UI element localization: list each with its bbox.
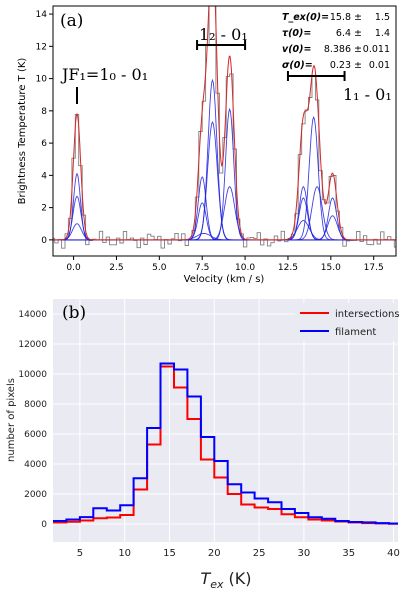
- fit-parameters: T_ex(0)= 15.8 ± 1.5 τ(0)= 6.4 ± 1.4 v(0)…: [282, 12, 390, 71]
- legend-label-filament: filament: [335, 327, 376, 338]
- panel-a-ticks: 0.0 2.5 5.0 7.5 10.0 12.5 15.0 17.5 0 2 4 6 8 10 12 14: [36, 10, 384, 273]
- x-tick-label: 5.0: [152, 263, 167, 273]
- panel-a-label: (a): [60, 11, 83, 31]
- fit-param-value: 6.4 ±: [336, 28, 362, 39]
- y-tick-label: 6000: [24, 430, 47, 440]
- panel-b-legend: intersections filament: [295, 303, 400, 341]
- panel-a-ylabel: Brightness Temperature T (K): [17, 58, 28, 205]
- fit-param-error: 1.5: [375, 12, 390, 23]
- panel-b-histograms: [53, 362, 398, 525]
- observed-spectrum: [53, 6, 396, 249]
- x-tick-label: 0.0: [66, 263, 81, 273]
- x-tick-label: 40: [387, 548, 400, 559]
- y-tick-label: 2: [41, 204, 47, 214]
- y-tick-label: 0: [41, 236, 47, 246]
- y-tick-label: 2000: [24, 490, 47, 500]
- x-tick-label: 15.0: [321, 263, 341, 273]
- x-tick-label: 5: [77, 548, 83, 559]
- y-tick-label: 12000: [18, 340, 47, 350]
- hyperfine-brackets: [76, 40, 346, 104]
- x-tick-label: 20: [208, 548, 221, 559]
- y-tick-label: 10000: [18, 370, 47, 380]
- x-tick-label: 12.5: [278, 263, 298, 273]
- fit-param-name: σ(0)=: [282, 60, 313, 71]
- panel-a-frame: [52, 5, 397, 257]
- panel-b-ylabel: number of pixels: [6, 378, 17, 462]
- y-tick-label: 10: [36, 75, 48, 85]
- panel-b-label: (b): [62, 303, 86, 323]
- legend-box: [295, 303, 394, 341]
- y-tick-label: 8000: [24, 400, 47, 410]
- y-tick-label: 8: [41, 107, 47, 117]
- panel-a: 0.0 2.5 5.0 7.5 10.0 12.5 15.0 17.502468101214 …: [17, 5, 397, 285]
- x-tick-label: 30: [298, 548, 311, 559]
- y-tick-label: 14: [36, 10, 48, 20]
- y-tick-label: 6: [41, 139, 47, 149]
- fit-param-value: 15.8 ±: [330, 12, 362, 23]
- fit-param-name: T_ex(0)=: [282, 12, 329, 23]
- x-tick-label: 35: [342, 548, 355, 559]
- y-tick-label: 0: [41, 520, 47, 530]
- x-tick-label: 7.5: [195, 263, 209, 273]
- panel-a-xlabel: Velocity (km / s): [184, 274, 265, 285]
- legend-label-intersections: intersections: [335, 309, 400, 320]
- y-tick-label: 4000: [24, 460, 47, 470]
- panel-b: 5 10 15 20 25 30 35 40 0 2000 4000 6000 8000 10000 120…: [6, 299, 400, 591]
- fit-param-error: 0.01: [369, 60, 390, 71]
- fit-param-name: v(0)=: [282, 44, 311, 55]
- x-tick-label: 2.5: [109, 263, 123, 273]
- x-tick-label: 15: [163, 548, 176, 559]
- fit-param-name: τ(0)=: [282, 28, 311, 39]
- x-tick-label: 17.5: [364, 263, 384, 273]
- fit-param-value: 0.23 ±: [330, 60, 362, 71]
- y-tick-label: 4: [41, 171, 47, 181]
- hyperfine-label-11-01: 1₁ - 0₁: [343, 85, 392, 104]
- y-tick-label: 14000: [18, 310, 47, 320]
- y-tick-label: 12: [36, 42, 47, 52]
- histogram-filament: [53, 362, 398, 525]
- hyperfine-label-12-01: 1₂ - 0₁: [199, 25, 248, 44]
- histogram-step-line: [53, 362, 398, 525]
- x-tick-label: 25: [253, 548, 266, 559]
- fit-param-error: 0.011: [363, 44, 390, 55]
- x-tick-label: 10.0: [235, 263, 255, 273]
- fit-param-error: 1.4: [375, 28, 390, 39]
- panel-b-ticks: 5 10 15 20 25 30 35 40 0 2000 4000 6000 8000 10000 120…: [18, 310, 400, 559]
- panel-b-xlabel: Tex (K): [200, 569, 251, 591]
- fit-param-value: 8.386 ±: [324, 44, 362, 55]
- total-fit: [53, 6, 396, 241]
- x-tick-label: 10: [118, 548, 131, 559]
- hyperfine-label-jf1: JF₁=1₀ - 0₁: [60, 65, 148, 84]
- panel-a-traces: [53, 6, 396, 249]
